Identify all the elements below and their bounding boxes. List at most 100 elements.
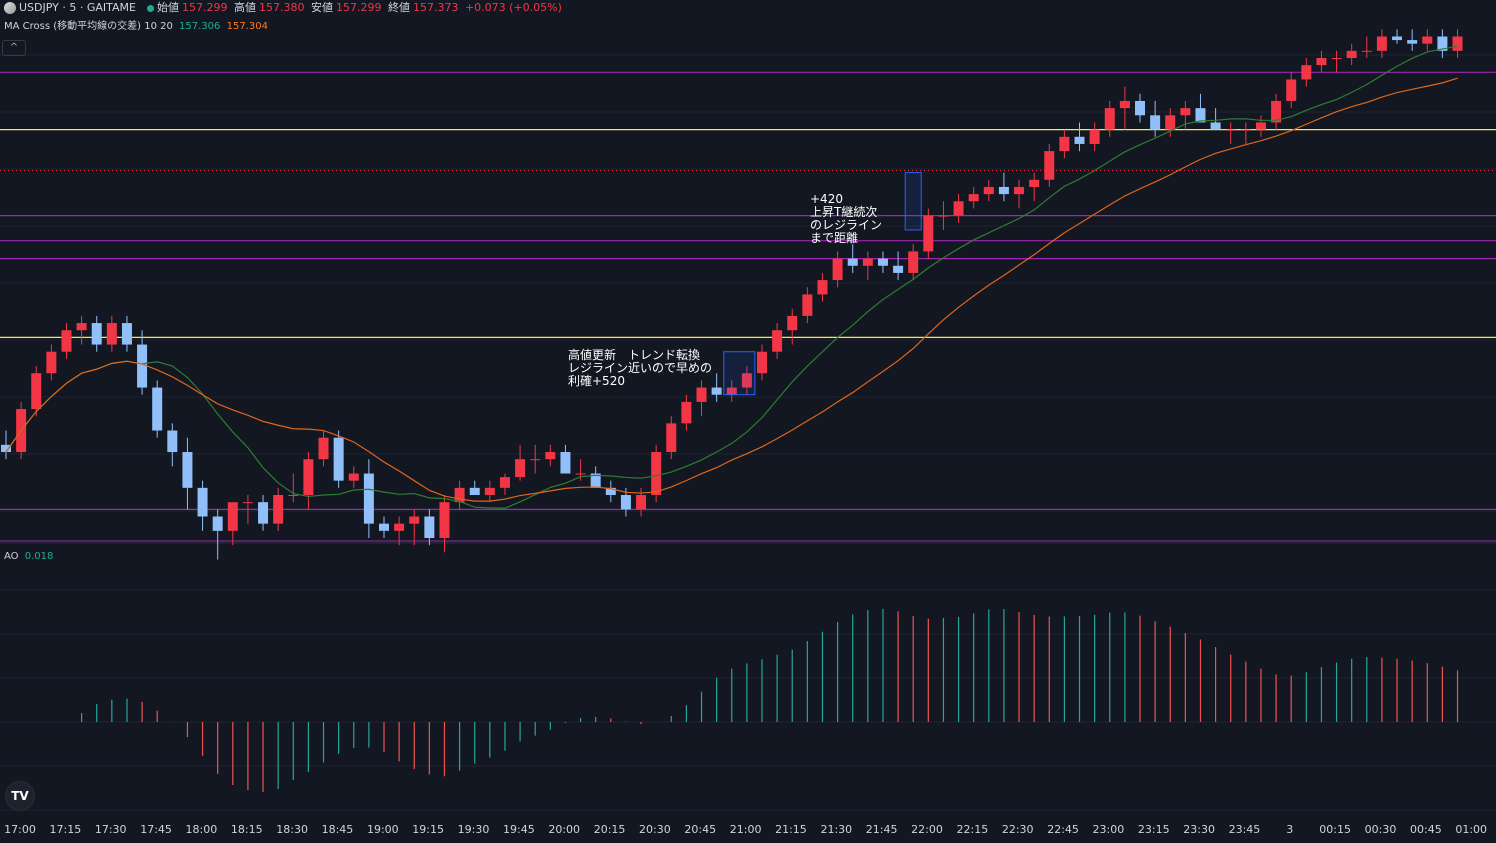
low-value: 157.299 [335, 1, 382, 14]
open-value: 157.299 [181, 1, 228, 14]
candle-body [1150, 115, 1161, 130]
time-tick-label: 18:00 [185, 823, 218, 836]
candle-body [832, 258, 843, 281]
candle-body [1119, 100, 1130, 109]
time-tick-label: 22:30 [1001, 823, 1034, 836]
candle-body [469, 487, 480, 496]
symbol-header: USDJPY · 5 · GAITAME 始値 157.299 高値 157.380 … [4, 1, 565, 15]
candle-body [1240, 129, 1251, 131]
time-tick-label: 00:15 [1319, 823, 1351, 836]
time-tick-label: 19:00 [366, 823, 399, 836]
candle-body [590, 473, 601, 488]
time-tick-label: 3 [1286, 823, 1294, 836]
grid [0, 54, 1496, 811]
candle-body [787, 315, 798, 331]
candle-body [515, 459, 526, 478]
candle-body [31, 373, 42, 410]
time-tick-label: 17:30 [94, 823, 127, 836]
highlight-box-1 [723, 351, 756, 396]
candle-body [772, 330, 783, 352]
moving-averages [5, 45, 1458, 509]
candle-body [726, 387, 737, 395]
time-tick-label: 18:30 [276, 823, 308, 836]
candle-body [938, 215, 949, 217]
annotation-profit-520[interactable]: 高値更新 トレンド転換 レジライン近いので早めの 利確+520 [568, 348, 713, 388]
time-tick-label: 21:00 [729, 823, 762, 836]
time-tick-label: 17:45 [140, 823, 172, 836]
candle-body [545, 452, 556, 460]
candle-body [1361, 50, 1372, 52]
candle-body [1029, 179, 1040, 187]
candle-body [560, 452, 571, 474]
candle-body [893, 265, 904, 273]
candle-body [91, 323, 102, 345]
annotation-profit-420[interactable]: +420 上昇T継続次 のレジライン まで距離 [810, 192, 883, 245]
candle-body [1014, 186, 1025, 195]
candle-body [1165, 115, 1176, 130]
symbol-label[interactable]: USDJPY · 5 · GAITAME [19, 1, 136, 14]
change-value: +0.073 (+0.05%) [464, 1, 562, 14]
candle-body [288, 495, 299, 497]
candle-body [439, 502, 450, 538]
candle-body [1392, 36, 1403, 41]
candle-body [1225, 129, 1236, 131]
ao-histogram [80, 608, 1459, 792]
candle-body [636, 495, 647, 510]
candle-body [273, 495, 284, 524]
candle-body [1452, 36, 1463, 51]
candle-body [620, 495, 631, 510]
collapse-legend-button[interactable]: ^ [2, 40, 26, 56]
time-tick-label: 22:45 [1047, 823, 1079, 836]
candle-body [152, 387, 163, 431]
candle-body [106, 323, 117, 345]
candle-body [575, 473, 586, 475]
candle-body [318, 437, 329, 460]
candle-body [484, 487, 495, 496]
candle-body [862, 258, 873, 266]
time-tick-label: 20:30 [639, 823, 671, 836]
high-label: 高値 [233, 1, 256, 14]
candle-body [1210, 122, 1221, 130]
candle-body [651, 452, 662, 496]
candle-body [757, 351, 767, 374]
highlight-box-2 [904, 172, 922, 231]
ma-slow-value: 157.304 [226, 21, 268, 32]
time-tick-label: 21:15 [775, 823, 807, 836]
time-tick-label: 20:45 [684, 823, 717, 836]
candle-body [908, 251, 919, 273]
candle-body [847, 258, 858, 266]
high-value: 157.380 [258, 1, 305, 14]
candle-body [1407, 40, 1418, 44]
time-tick-label: 19:45 [502, 823, 535, 836]
candle-body [741, 373, 752, 388]
candle-body [1316, 57, 1327, 66]
candle-body [227, 502, 238, 531]
candle-body [1044, 151, 1055, 180]
time-tick-label: 17:15 [49, 823, 82, 836]
time-tick-label: 18:45 [321, 823, 354, 836]
candle-body [379, 523, 389, 531]
candle-body [197, 487, 208, 517]
ao-value: 0.018 [24, 551, 54, 562]
candle-body [1195, 108, 1206, 123]
time-tick-label: 01:00 [1455, 823, 1488, 836]
ao-legend[interactable]: AO 0.018 [4, 550, 56, 564]
ma-slow-line [5, 77, 1458, 502]
candle-body [998, 186, 1009, 195]
candle-body [666, 423, 677, 453]
candle-body [802, 294, 813, 316]
tradingview-logo-icon[interactable]: TV [5, 781, 35, 811]
close-value: 157.373 [412, 1, 459, 14]
candle-body [877, 258, 888, 266]
horizontal-lines [0, 71, 1496, 510]
time-tick-label: 20:00 [548, 823, 581, 836]
ma-cross-legend[interactable]: MA Cross (移動平均線の交差) 10 20 157.306 157.30… [4, 20, 271, 34]
candle-body [182, 452, 193, 488]
ma-fast-line [5, 45, 1458, 509]
candle-body [923, 215, 934, 252]
candle-body [711, 387, 722, 395]
ma-cross-label: MA Cross (移動平均線の交差) 10 20 [4, 21, 173, 32]
candle-body [817, 280, 828, 295]
candle-body [454, 487, 465, 503]
